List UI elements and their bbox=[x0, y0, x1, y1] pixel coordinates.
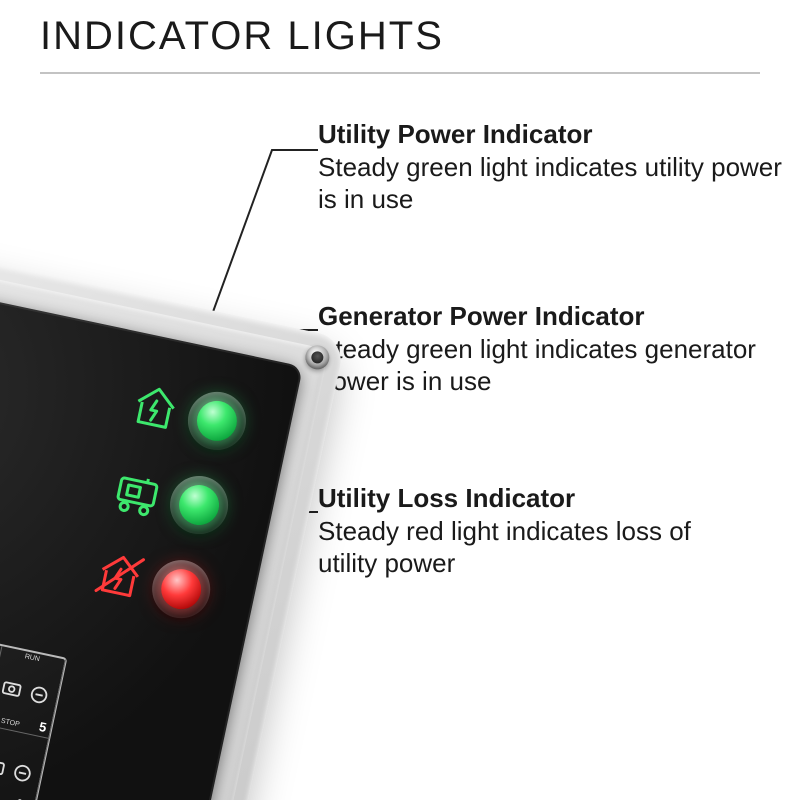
utility-loss-led bbox=[147, 555, 216, 624]
diagram-step-number: 5 bbox=[38, 719, 48, 735]
callout-heading: Utility Loss Indicator bbox=[318, 482, 718, 515]
page-title: INDICATOR LIGHTS bbox=[40, 14, 444, 59]
device: ghouse® vitch LE AUTOMATIC R SWITCH bbox=[0, 214, 346, 800]
callout-generator-power: Generator Power Indicator Steady green l… bbox=[318, 300, 800, 398]
device-housing: ghouse® vitch LE AUTOMATIC R SWITCH bbox=[0, 214, 346, 800]
device-panel: ghouse® vitch LE AUTOMATIC R SWITCH bbox=[0, 257, 303, 800]
callout-desc: Steady green light indicates generator p… bbox=[318, 333, 800, 398]
callout-desc: Steady green light indicates utility pow… bbox=[318, 151, 788, 216]
indicator-column bbox=[87, 363, 268, 642]
infographic-root: INDICATOR LIGHTS Utility Power Indicator… bbox=[0, 0, 800, 800]
screw-icon bbox=[303, 343, 331, 371]
diagram-cell: 10 bbox=[0, 724, 49, 800]
callout-utility-loss: Utility Loss Indicator Steady red light … bbox=[318, 482, 718, 580]
callout-utility-power: Utility Power Indicator Steady green lig… bbox=[318, 118, 788, 216]
utility-power-led bbox=[183, 387, 252, 456]
house-bolt-icon bbox=[127, 378, 184, 435]
house-slash-icon bbox=[91, 547, 148, 604]
callout-desc: Steady red light indicates loss of utili… bbox=[318, 515, 718, 580]
callout-heading: Utility Power Indicator bbox=[318, 118, 788, 151]
diagram-label: RUN bbox=[2, 648, 63, 668]
generator-icon bbox=[109, 463, 166, 520]
diagram-cell: 5RUNSTOP bbox=[0, 646, 66, 739]
instruction-diagram: 123SMART SWITCHREADY4120/240V AC 32AL14-… bbox=[0, 590, 67, 800]
title-divider bbox=[40, 72, 760, 74]
callout-heading: Generator Power Indicator bbox=[318, 300, 800, 333]
diagram-step-number: 10 bbox=[14, 796, 31, 800]
generator-power-led bbox=[165, 471, 234, 540]
